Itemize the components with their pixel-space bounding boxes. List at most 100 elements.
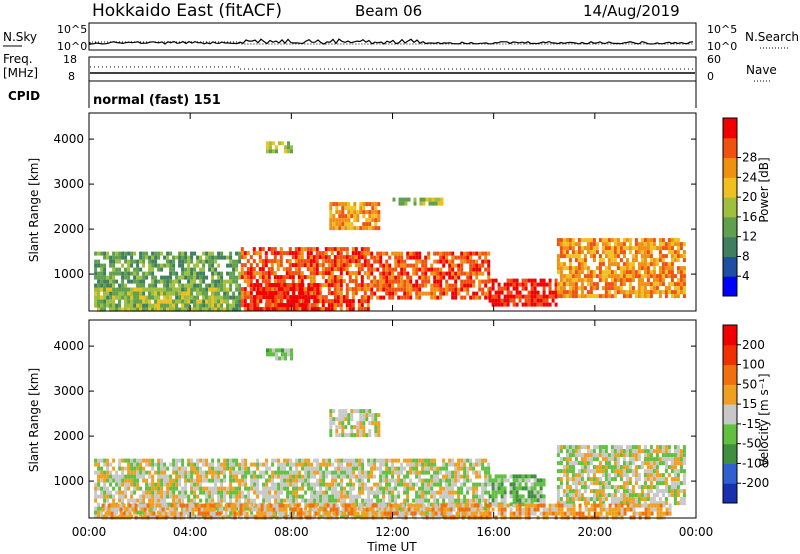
colorbar-tick-label: 24	[742, 170, 757, 184]
heatmap-cell	[628, 290, 632, 295]
heatmap-cell	[193, 279, 197, 284]
heatmap-cell	[268, 490, 272, 495]
heatmap-cell	[299, 507, 303, 512]
heatmap-cell	[246, 291, 250, 296]
heatmap-cell	[512, 298, 516, 303]
heatmap-cell	[431, 201, 435, 206]
heatmap-cell	[238, 287, 242, 292]
heatmap-cell	[670, 469, 674, 474]
heatmap-cell	[494, 302, 498, 307]
heatmap-cell	[339, 283, 343, 288]
heatmap-cell	[340, 458, 344, 463]
heatmap-cell	[292, 299, 296, 304]
heatmap-cell	[406, 255, 410, 260]
heatmap-cell	[199, 482, 203, 487]
heatmap-cell	[637, 449, 641, 454]
heatmap-cell	[255, 271, 259, 276]
heatmap-cell	[307, 466, 311, 471]
heatmap-cell	[631, 449, 635, 454]
heatmap-cell	[289, 474, 293, 479]
heatmap-cell	[454, 263, 458, 268]
heatmap-cell	[190, 267, 194, 272]
heatmap-cell	[437, 201, 441, 206]
heatmap-cell	[343, 486, 347, 491]
heatmap-cell	[246, 267, 250, 272]
colorbar-swatch	[723, 216, 737, 238]
heatmap-cell	[619, 465, 623, 470]
heatmap-cell	[261, 259, 265, 264]
heatmap-cell	[643, 262, 647, 267]
heatmap-cell	[106, 490, 110, 495]
heatmap-cell	[368, 218, 372, 223]
heatmap-cell	[106, 251, 110, 256]
heatmap-cell	[574, 457, 578, 462]
heatmap-cell	[97, 307, 101, 312]
heatmap-cell	[139, 267, 143, 272]
heatmap-cell	[316, 494, 320, 499]
heatmap-cell	[574, 290, 578, 295]
heatmap-cell	[205, 303, 209, 308]
heatmap-cell	[451, 291, 455, 296]
heatmap-cell	[527, 302, 531, 307]
heatmap-cell	[610, 294, 614, 299]
heatmap-cell	[154, 470, 158, 475]
heatmap-cell	[163, 494, 167, 499]
heatmap-cell	[341, 202, 345, 207]
heatmap-cell	[264, 271, 268, 276]
heatmap-cell	[367, 263, 371, 268]
heatmap-cell	[562, 465, 566, 470]
heatmap-cell	[357, 267, 361, 272]
heatmap-cell	[286, 470, 290, 475]
heatmap-cell	[226, 486, 230, 491]
heatmap-cell	[175, 255, 179, 260]
heatmap-cell	[604, 481, 608, 486]
heatmap-cell	[527, 298, 531, 303]
heatmap-cell	[366, 287, 370, 292]
heatmap-cell	[212, 503, 216, 508]
heatmap-cell	[346, 466, 350, 471]
heatmap-cell	[625, 445, 629, 450]
heatmap-cell	[586, 294, 590, 299]
heatmap-cell	[643, 238, 647, 243]
heatmap-cell	[342, 255, 346, 260]
heatmap-cell	[321, 299, 325, 304]
heatmap-cell	[545, 294, 549, 299]
heatmap-cell	[577, 469, 581, 474]
heatmap-cell	[409, 462, 413, 467]
heatmap-cell	[484, 255, 488, 260]
heatmap-cell	[379, 490, 383, 495]
heatmap-cell	[353, 210, 357, 215]
heatmap-cell	[388, 482, 392, 487]
heatmap-cell	[676, 290, 680, 295]
heatmap-cell	[351, 247, 355, 252]
heatmap-cell	[601, 262, 605, 267]
heatmap-cell	[631, 278, 635, 283]
heatmap-cell	[536, 490, 540, 495]
heatmap-cell	[295, 474, 299, 479]
heatmap-cell	[226, 279, 230, 284]
heatmap-cell	[616, 238, 620, 243]
heatmap-cell	[313, 490, 317, 495]
heatmap-cell	[351, 259, 355, 264]
heatmap-cell	[562, 473, 566, 478]
heatmap-cell	[94, 506, 98, 511]
heatmap-cell	[312, 259, 316, 264]
heatmap-cell	[282, 275, 286, 280]
heatmap-cell	[199, 486, 203, 491]
heatmap-cell	[202, 490, 206, 495]
heatmap-cell	[403, 259, 407, 264]
heatmap-cell	[133, 490, 137, 495]
heatmap-cell	[202, 299, 206, 304]
heatmap-cell	[574, 270, 578, 275]
heatmap-cell	[652, 278, 656, 283]
heatmap-cell	[319, 466, 323, 471]
heatmap-cell	[506, 298, 510, 303]
heatmap-cell	[151, 482, 155, 487]
heatmap-cell	[427, 279, 431, 284]
heatmap-cell	[130, 490, 134, 495]
heatmap-cell	[631, 270, 635, 275]
power-heatmap	[94, 141, 686, 312]
heatmap-cell	[397, 490, 401, 495]
colorbar-frame	[722, 117, 738, 297]
